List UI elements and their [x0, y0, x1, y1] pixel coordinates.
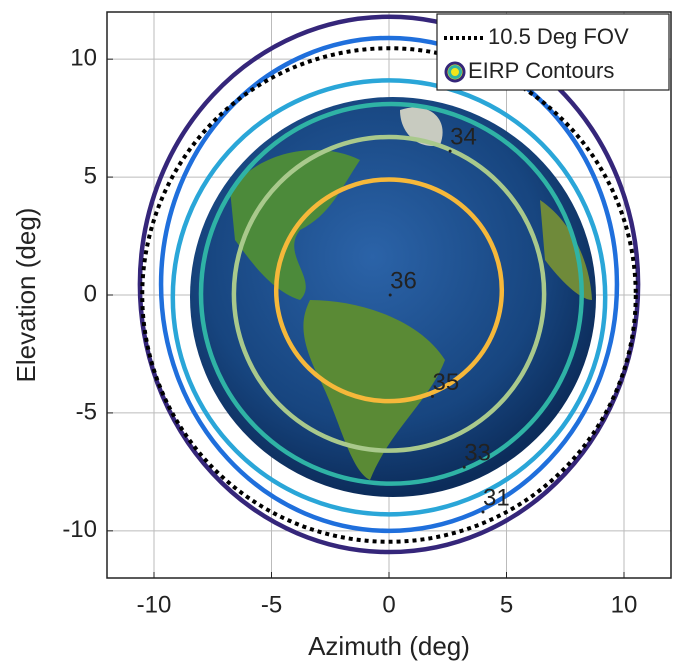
y-tick-label: 0: [84, 280, 97, 307]
legend-label: EIRP Contours: [468, 58, 614, 83]
y-tick-label: 10: [70, 45, 97, 72]
y-axis-label: Elevation (deg): [11, 208, 41, 383]
legend: 10.5 Deg FOV EIRP Contours: [437, 14, 669, 90]
legend-label: 10.5 Deg FOV: [488, 24, 629, 49]
x-tick-label: 5: [500, 591, 513, 618]
contour-label: 35: [432, 369, 459, 396]
contour-label: 36: [390, 267, 417, 294]
x-tick-label: -5: [261, 591, 282, 618]
x-tick-label: -10: [137, 591, 172, 618]
x-axis-label: Azimuth (deg): [308, 631, 470, 661]
contour-label: 31: [483, 484, 510, 511]
chart: 34 36 35 33 31 10.5 Deg FOV EIRP Contours Az…: [0, 0, 673, 667]
y-tick-label: -10: [62, 516, 97, 543]
y-tick-label: 5: [84, 162, 97, 189]
x-tick-label: 0: [382, 591, 395, 618]
contour-label: 34: [450, 123, 477, 150]
contour-label: 33: [464, 440, 491, 467]
x-tick-label: 10: [611, 591, 638, 618]
y-tick-label: -5: [76, 398, 97, 425]
earth-image: [190, 97, 596, 497]
